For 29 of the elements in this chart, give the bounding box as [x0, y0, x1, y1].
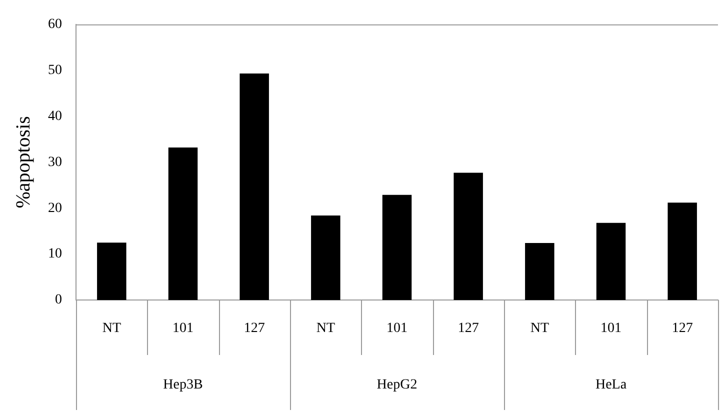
y-tick-label: 10: [48, 246, 62, 262]
y-tick-label: 50: [48, 63, 62, 78]
y-tick-label: 40: [48, 108, 62, 124]
bar: [525, 243, 554, 300]
y-axis-title: %apoptosis: [12, 116, 34, 208]
x-tick-label: 101: [600, 321, 622, 336]
bar: [668, 202, 697, 300]
y-tick-label: 0: [55, 292, 62, 308]
x-tick-label: 101: [172, 321, 194, 336]
x-tick-label: NT: [102, 321, 122, 336]
y-tick-label: 20: [48, 200, 62, 216]
x-tick-label: 127: [244, 321, 265, 336]
bar: [596, 222, 626, 300]
bar: [311, 215, 340, 300]
bar: [97, 242, 126, 300]
x-tick-label: 127: [458, 321, 479, 336]
bar: [382, 194, 412, 300]
x-tick-label: NT: [316, 321, 336, 336]
x-tick-label: 127: [672, 321, 693, 336]
bar: [454, 172, 483, 300]
x-tick-label: 101: [386, 321, 408, 336]
bar: [240, 74, 269, 300]
bar: [168, 148, 198, 300]
x-tick-label: NT: [530, 321, 550, 336]
text: Hep3B: [163, 378, 203, 393]
text: HepG2: [376, 378, 418, 393]
text: HeLa: [595, 378, 628, 393]
y-tick-label: 30: [48, 154, 62, 170]
y-tick-label: 60: [48, 17, 62, 32]
